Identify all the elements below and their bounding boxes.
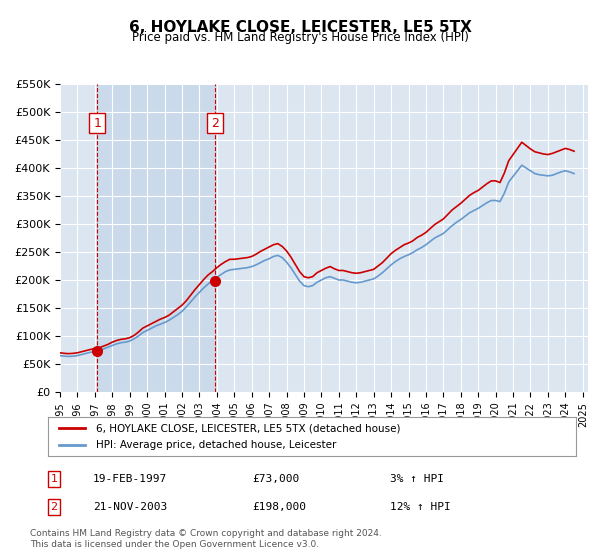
Text: 6, HOYLAKE CLOSE, LEICESTER, LE5 5TX (detached house): 6, HOYLAKE CLOSE, LEICESTER, LE5 5TX (de… [95,423,400,433]
Text: 12% ↑ HPI: 12% ↑ HPI [390,502,451,512]
Text: HPI: Average price, detached house, Leicester: HPI: Average price, detached house, Leic… [95,440,336,450]
Text: £198,000: £198,000 [252,502,306,512]
Text: 2: 2 [211,116,219,130]
Text: £73,000: £73,000 [252,474,299,484]
Text: 21-NOV-2003: 21-NOV-2003 [93,502,167,512]
Text: 19-FEB-1997: 19-FEB-1997 [93,474,167,484]
Text: 1: 1 [50,474,58,484]
Bar [97,84,215,392]
Text: 1: 1 [93,116,101,130]
Text: 6, HOYLAKE CLOSE, LEICESTER, LE5 5TX: 6, HOYLAKE CLOSE, LEICESTER, LE5 5TX [128,20,472,35]
Text: 2: 2 [50,502,58,512]
Text: Contains HM Land Registry data © Crown copyright and database right 2024.
This d: Contains HM Land Registry data © Crown c… [30,529,382,549]
Text: 3% ↑ HPI: 3% ↑ HPI [390,474,444,484]
Text: Price paid vs. HM Land Registry's House Price Index (HPI): Price paid vs. HM Land Registry's House … [131,31,469,44]
